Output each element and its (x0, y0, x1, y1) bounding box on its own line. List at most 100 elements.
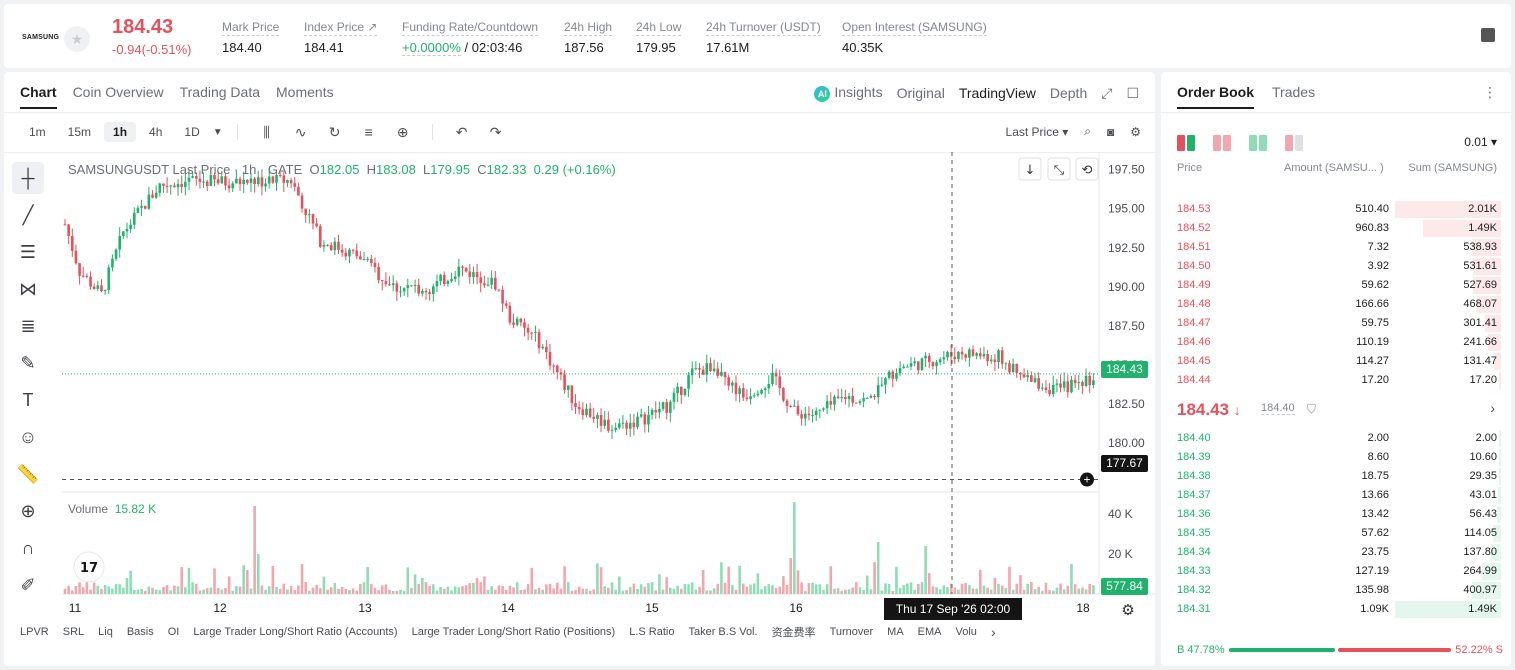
tab-moments[interactable]: Moments (276, 84, 334, 100)
index-price-stat[interactable]: Index Price ↗ 184.41 (304, 20, 378, 55)
indicator-tab[interactable]: Taker B.S Vol. (688, 626, 758, 638)
zoom-in-icon[interactable]: ⊕ (20, 501, 36, 521)
bids-row[interactable]: 184.37 13.66 43.01 (1161, 486, 1511, 505)
tab-coin-overview[interactable]: Coin Overview (72, 84, 164, 100)
timeframe-1h[interactable]: 1h (104, 122, 137, 142)
trend-line-icon[interactable]: ╱ (22, 205, 34, 225)
axis-settings-icon[interactable]: ⚙ (1121, 601, 1134, 619)
precision-select[interactable]: 0.01 ▾ (1464, 135, 1497, 149)
ruler-icon[interactable]: 📏 (16, 464, 40, 484)
brush-icon[interactable]: ✎ (20, 353, 36, 373)
bids-only-mode-icon[interactable] (1249, 135, 1267, 151)
tab-trades[interactable]: Trades (1272, 84, 1316, 100)
bids-row[interactable]: 184.31 1.09K 1.49K (1161, 600, 1511, 619)
view-insights[interactable]: AI Insights (814, 84, 883, 102)
add-alert-icon[interactable] (1080, 472, 1094, 487)
indicator-tab[interactable]: LPVR (20, 626, 49, 638)
pencil-lock-icon[interactable]: ✐ (20, 575, 36, 595)
indicator-tab[interactable]: Volu (955, 626, 977, 638)
indicator-tab[interactable]: Large Trader Long/Short Ratio (Positions… (411, 626, 616, 638)
timeframe-4h[interactable]: 4h (149, 125, 163, 139)
horizontal-lines-icon[interactable]: ☰ (19, 242, 37, 262)
bids-row[interactable]: 184.40 2.00 2.00 (1161, 429, 1511, 448)
gear-icon[interactable]: ⚙ (1130, 124, 1141, 139)
asks-row[interactable]: 184.51 7.32 538.93 (1161, 238, 1511, 257)
bids-row[interactable]: 184.35 57.62 114.05 (1161, 524, 1511, 543)
indicator-tab[interactable]: EMA (917, 626, 942, 638)
tab-order-book[interactable]: Order Book (1177, 84, 1255, 109)
tab-trading-data[interactable]: Trading Data (179, 84, 261, 100)
candle-body (333, 241, 337, 251)
indicator-tab[interactable]: 资金费率 (771, 627, 816, 639)
both-sides-mode-icon[interactable] (1177, 135, 1195, 151)
asks-row[interactable]: 184.50 3.92 531.61 (1161, 257, 1511, 276)
more-menu-icon[interactable]: ⋮ (1483, 84, 1497, 100)
asks-row[interactable]: 184.45 114.27 131.47 (1161, 352, 1511, 371)
maximize-icon[interactable]: ☐ (1126, 84, 1139, 101)
bids-row[interactable]: 184.38 18.75 29.35 (1161, 467, 1511, 486)
indicator-tab[interactable]: Large Trader Long/Short Ratio (Accounts) (193, 626, 398, 638)
asks-row[interactable]: 184.52 960.83 1.49K (1161, 219, 1511, 238)
view-tradingview[interactable]: TradingView (958, 85, 1036, 101)
timeframe-15m[interactable]: 15m (67, 125, 92, 139)
indicator-tab[interactable]: Basis (126, 626, 154, 638)
pattern-icon[interactable]: ⋈ (19, 279, 37, 299)
redo-icon[interactable]: ↷ (489, 123, 502, 140)
reset-icon[interactable] (1075, 157, 1099, 181)
bids-row[interactable]: 184.39 8.60 10.60 (1161, 448, 1511, 467)
text-icon[interactable]: T (22, 390, 34, 410)
indicator-tab[interactable]: Liq (98, 626, 113, 638)
indicator-tab[interactable]: Turnover (829, 626, 874, 638)
asks-only-mode-icon[interactable] (1213, 135, 1231, 151)
compare-icon[interactable]: ↻ (328, 123, 341, 140)
chevron-right-icon[interactable]: › (1490, 400, 1495, 416)
timeframe-1m[interactable]: 1m (29, 125, 46, 139)
chevron-right-icon[interactable]: › (990, 624, 996, 640)
view-depth[interactable]: Depth (1049, 85, 1088, 101)
indicator-tab[interactable]: MA (887, 626, 904, 638)
camera-icon[interactable]: ◙ (1106, 124, 1115, 139)
magnet-icon[interactable]: ∩ (21, 538, 35, 558)
timeframe-dropdown-icon[interactable]: ▼ (212, 126, 223, 138)
templates-icon[interactable]: ≡ (364, 124, 373, 140)
favorite-star-icon[interactable]: ★ (64, 26, 90, 52)
expand-icon[interactable]: ⤢ (1101, 84, 1113, 101)
add-alert-icon[interactable]: ⊕ (396, 123, 409, 140)
asks-row[interactable]: 184.46 110.19 241.66 (1161, 333, 1511, 352)
volume-bar (778, 586, 782, 594)
bids-row[interactable]: 184.32 135.98 400.97 (1161, 581, 1511, 600)
candle-body (1004, 363, 1008, 365)
indicators-icon[interactable]: ∿ (294, 123, 307, 140)
view-original[interactable]: Original (896, 85, 945, 101)
candle-body (840, 397, 844, 399)
indicator-tab[interactable]: L.S Ratio (629, 626, 675, 638)
guide-book-icon[interactable] (1481, 28, 1495, 42)
volume-bar (165, 585, 169, 594)
candlestick-chart[interactable]: 197.50195.00192.50190.00187.50185.00182.… (4, 72, 1155, 666)
asks-row[interactable]: 184.47 59.75 301.41 (1161, 314, 1511, 333)
candle-type-icon[interactable]: ⫼ (263, 123, 270, 140)
asks-row[interactable]: 184.53 510.40 2.01K (1161, 200, 1511, 219)
search-icon[interactable]: ⌕ (1084, 124, 1091, 138)
emoji-icon[interactable]: ☺ (18, 427, 38, 447)
tab-chart[interactable]: Chart (20, 84, 57, 109)
scroll-down-icon[interactable] (1018, 157, 1042, 181)
bids-row[interactable]: 184.34 23.75 137.80 (1161, 543, 1511, 562)
date-tick-label: 15 (645, 601, 659, 615)
candle-body (322, 244, 326, 247)
price-type-select[interactable]: Last Price ▾ (1005, 124, 1069, 139)
collapse-icon[interactable] (1047, 157, 1071, 181)
fib-icon[interactable]: ≣ (20, 316, 36, 336)
indicator-tab[interactable]: OI (167, 626, 180, 638)
last-price-tag: 184.43 (1101, 361, 1148, 378)
timeframe-1d[interactable]: 1D (184, 125, 200, 139)
undo-icon[interactable]: ↶ (455, 123, 468, 140)
indicator-tab[interactable]: SRL (62, 626, 85, 638)
crosshair-icon[interactable]: ┼ (12, 162, 44, 194)
bids-row[interactable]: 184.33 127.19 264.99 (1161, 562, 1511, 581)
compact-mode-icon[interactable] (1285, 135, 1303, 151)
asks-row[interactable]: 184.44 17.20 17.20 (1161, 371, 1511, 390)
bids-row[interactable]: 184.36 13.42 56.43 (1161, 505, 1511, 524)
asks-row[interactable]: 184.49 59.62 527.69 (1161, 276, 1511, 295)
asks-row[interactable]: 184.48 166.66 468.07 (1161, 295, 1511, 314)
